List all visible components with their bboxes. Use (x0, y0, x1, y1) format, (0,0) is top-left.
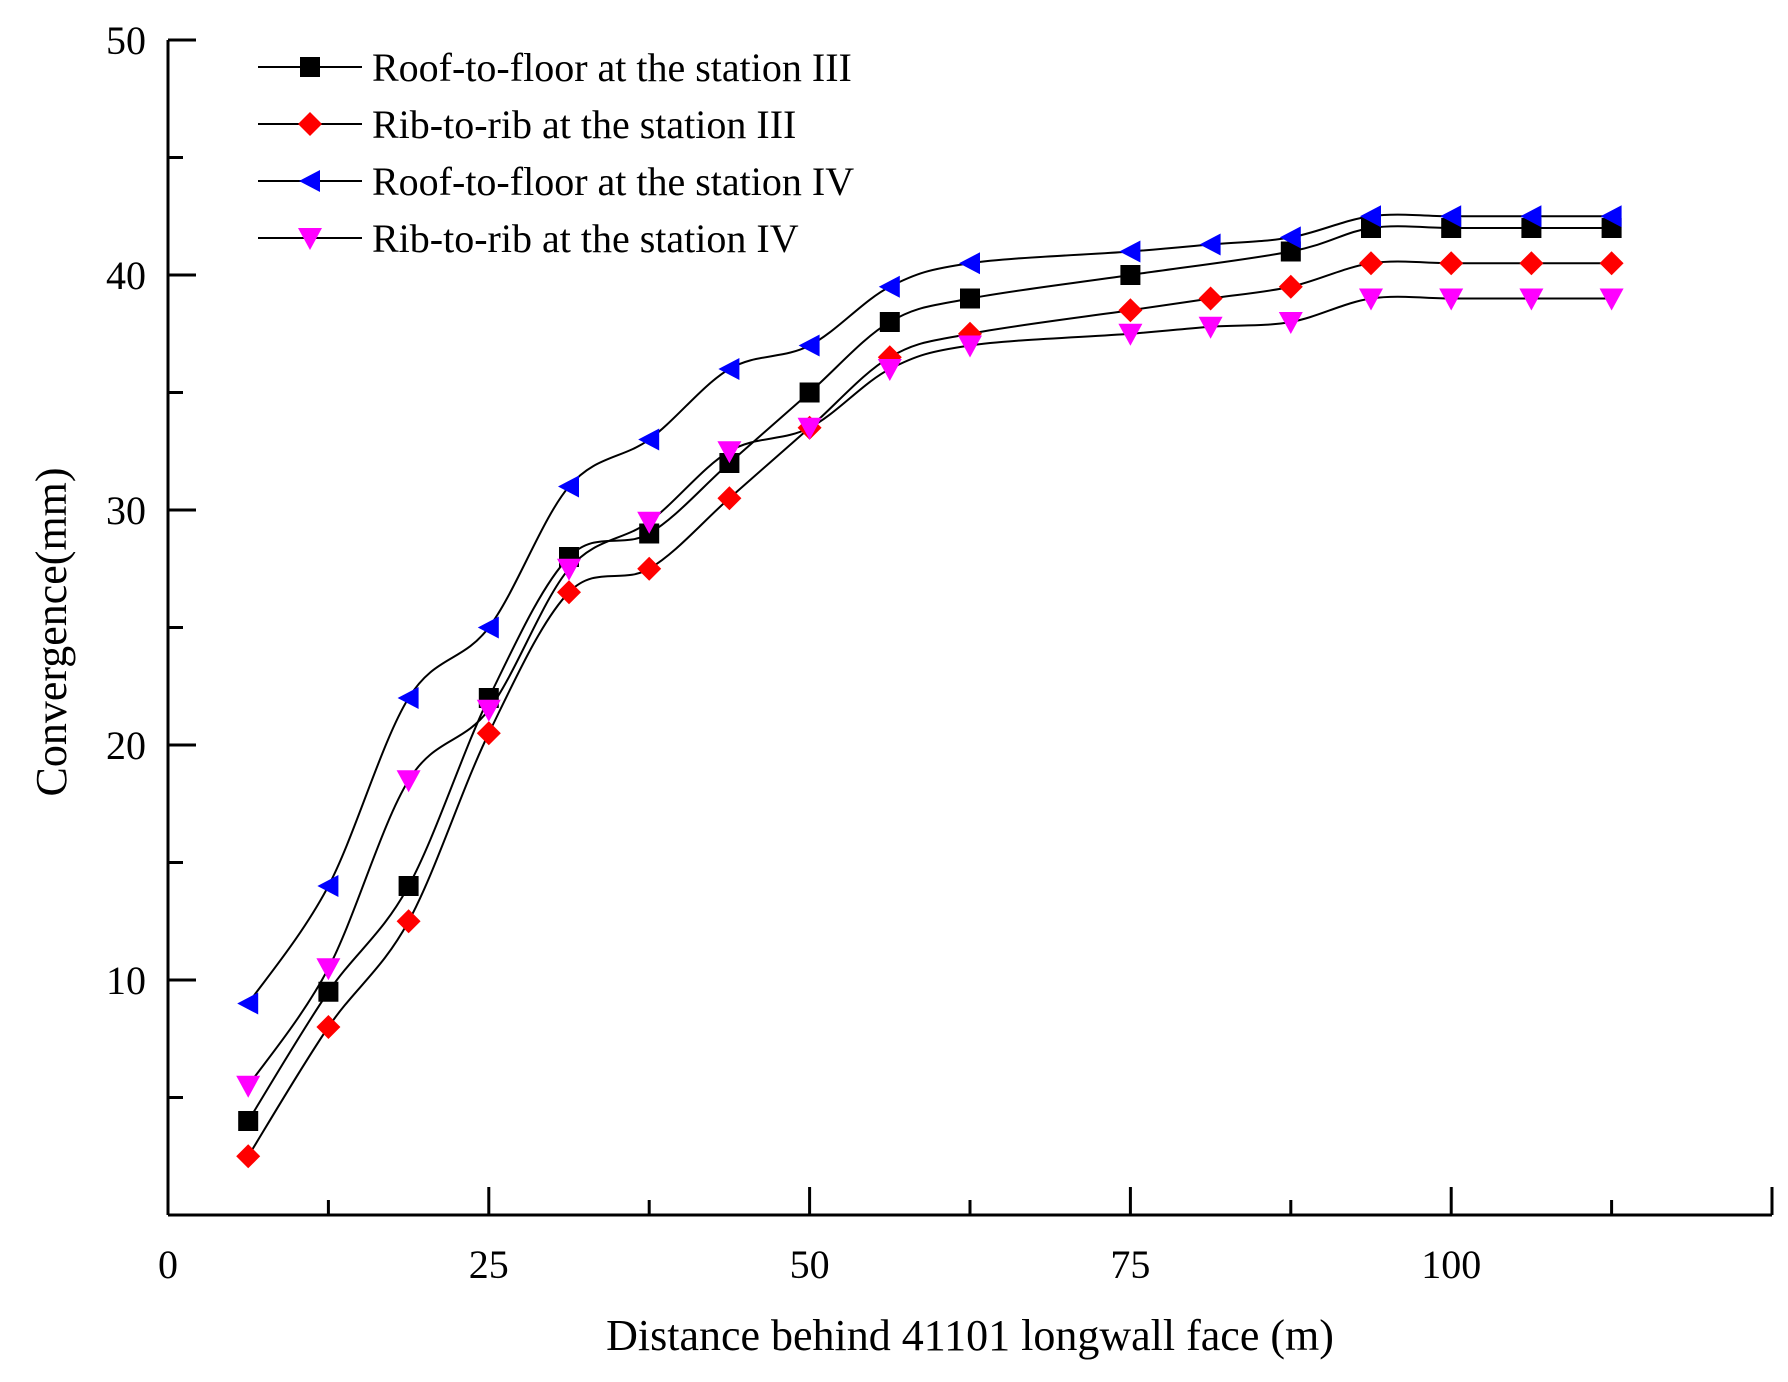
data-point-series-4 (958, 335, 982, 358)
data-point-series-4 (1278, 312, 1303, 334)
data-point-series-4 (1599, 288, 1624, 311)
legend-marker-4 (298, 228, 322, 250)
data-point-series-4 (316, 958, 341, 981)
data-point-series-2 (476, 721, 501, 746)
data-point-series-2 (236, 1144, 261, 1169)
data-point-series-4 (797, 417, 822, 440)
data-point-series-4 (1118, 323, 1143, 346)
data-point-series-3 (638, 428, 660, 451)
legend-label-3: Roof-to-floor at the station IV (372, 159, 854, 204)
data-point-series-2 (1359, 251, 1383, 276)
series-markers (236, 205, 1624, 1169)
data-point-series-2 (1519, 251, 1544, 276)
x-tick-label: 100 (1421, 1242, 1481, 1287)
data-point-series-3 (1440, 205, 1462, 228)
data-point-series-4 (1439, 288, 1464, 311)
x-tick-label: 75 (1110, 1242, 1150, 1287)
data-point-series-4 (1198, 316, 1223, 339)
data-point-series-1 (799, 382, 820, 403)
data-point-series-4 (1359, 288, 1383, 311)
legend-label-4: Rib-to-rib at the station IV (372, 216, 799, 261)
data-point-series-4 (637, 511, 662, 534)
y-tick-label: 50 (106, 18, 146, 63)
data-point-series-3 (317, 875, 339, 897)
data-point-series-3 (1199, 233, 1221, 256)
x-tick-label: 0 (158, 1242, 178, 1287)
data-point-series-3 (718, 358, 740, 380)
y-tick-label: 40 (106, 253, 146, 298)
legend-marker-1 (300, 57, 320, 77)
data-point-series-3 (1360, 205, 1381, 228)
data-point-series-2 (557, 580, 581, 605)
data-point-series-3 (1520, 205, 1542, 228)
data-point-series-2 (717, 486, 742, 511)
legend-label-1: Roof-to-floor at the station III (372, 45, 852, 90)
y-axis-title: Convergence(mm) (27, 467, 76, 796)
y-tick-label: 30 (106, 488, 146, 533)
data-point-series-1 (879, 312, 900, 332)
data-point-series-2 (1439, 251, 1464, 276)
data-point-series-3 (878, 275, 900, 298)
data-point-series-1 (1120, 265, 1141, 285)
x-axis-title: Distance behind 41101 longwall face (m) (606, 1311, 1334, 1360)
data-point-series-4 (476, 699, 501, 722)
data-point-series-3 (1119, 240, 1141, 263)
data-point-series-3 (237, 992, 259, 1015)
data-point-series-3 (1600, 205, 1622, 228)
legend-label-2: Rib-to-rib at the station III (372, 102, 796, 147)
data-point-series-4 (557, 558, 581, 581)
data-point-series-2 (316, 1015, 341, 1039)
data-point-series-1 (1280, 241, 1301, 262)
data-point-series-2 (396, 909, 421, 934)
x-tick-label: 25 (469, 1242, 509, 1287)
data-point-series-4 (1519, 288, 1544, 311)
data-point-series-1 (318, 981, 339, 1002)
data-point-series-2 (637, 556, 662, 581)
data-point-series-2 (1198, 286, 1223, 311)
axes: 0 25 50 75 100 10 20 30 40 50 (106, 18, 1774, 1287)
legend-marker-2 (298, 112, 322, 136)
data-point-series-1 (238, 1111, 259, 1131)
legend: Roof-to-floor at the station III Rib-to-r… (258, 45, 854, 261)
legend-marker-3 (299, 170, 320, 192)
y-tick-label: 20 (106, 723, 146, 768)
data-point-series-3 (397, 687, 419, 709)
data-point-series-4 (236, 1075, 261, 1098)
data-point-series-3 (1279, 226, 1301, 249)
data-point-series-3 (558, 475, 579, 498)
x-tick-label: 50 (790, 1242, 830, 1287)
data-point-series-2 (1599, 251, 1624, 276)
data-point-series-2 (1118, 298, 1143, 323)
data-point-series-4 (396, 770, 421, 793)
data-point-series-3 (959, 252, 980, 275)
data-point-series-1 (398, 876, 419, 896)
data-point-series-3 (477, 616, 499, 639)
data-point-series-1 (960, 288, 980, 309)
data-point-series-2 (1278, 274, 1303, 299)
data-point-series-4 (877, 359, 902, 381)
y-tick-label: 10 (106, 958, 146, 1003)
data-point-series-4 (717, 441, 742, 464)
data-point-series-3 (798, 334, 820, 357)
